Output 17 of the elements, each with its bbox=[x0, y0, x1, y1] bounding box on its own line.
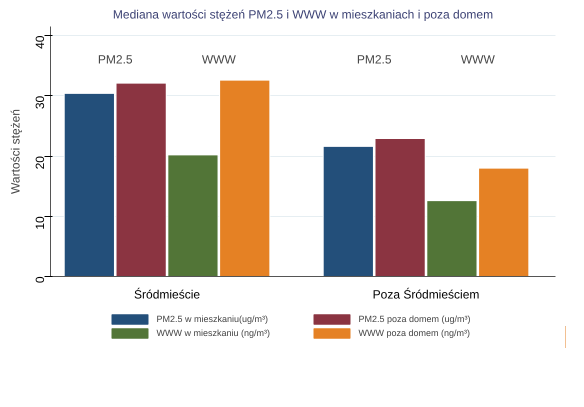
y-tick-label: 30 bbox=[33, 95, 47, 110]
y-tick-label: 0 bbox=[33, 276, 47, 284]
x-tick-label: Śródmieście bbox=[134, 288, 200, 302]
legend-label: PM2.5 w mieszkaniu(ug/m³) bbox=[156, 314, 270, 324]
legend-label: WWW poza domem (ng/m³) bbox=[358, 328, 472, 338]
legend-label: PM2.5 poza domem (ug/m³) bbox=[358, 314, 472, 324]
legend-label: WWW w mieszkaniu (ng/m³) bbox=[156, 328, 272, 338]
annotation: PM2.5 bbox=[356, 52, 392, 66]
y-tick-label: 40 bbox=[33, 35, 47, 49]
annotation: PM2.5 bbox=[98, 52, 133, 66]
chart-title: Mediana wartości stężeń PM2.5 i WWW w mieszkaniach i poza domem bbox=[112, 8, 494, 22]
annotation: WWW bbox=[460, 52, 496, 66]
annotation: WWW bbox=[202, 52, 236, 66]
y-tick-label: 20 bbox=[33, 156, 47, 170]
x-tick-label: Poza Śródmieściem bbox=[372, 288, 480, 302]
y-tick-label: 10 bbox=[33, 216, 47, 230]
y-axis-title: Wartości stężeń bbox=[8, 109, 22, 194]
